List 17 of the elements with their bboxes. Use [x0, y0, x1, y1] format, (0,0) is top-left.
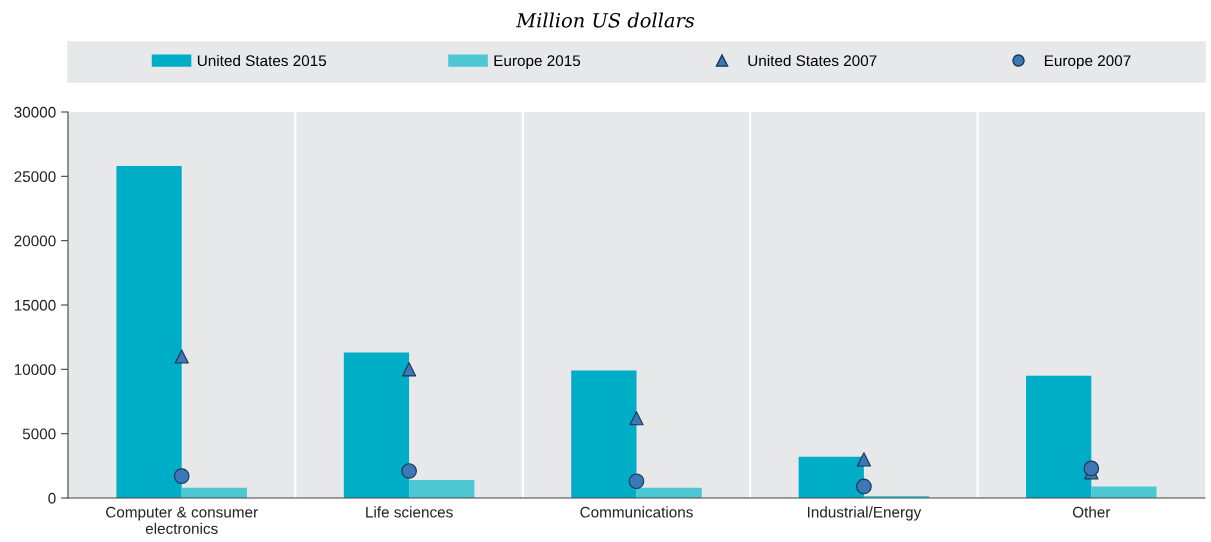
- legend-label: Europe 2015: [494, 55, 581, 70]
- chart-title: Million US dollars: [515, 12, 695, 28]
- y-tick-label: 30000: [14, 106, 56, 118]
- y-tick-label: 10000: [14, 364, 56, 376]
- x-tick-label: Industrial/Energy: [807, 506, 922, 521]
- legend-label: United States 2015: [197, 54, 327, 67]
- legend-label: United States 2007: [748, 54, 877, 67]
- y-tick-label: 25000: [14, 171, 56, 183]
- y-tick-label: 15000: [14, 299, 56, 311]
- x-tick-label: Computer & consumer electronics: [106, 506, 258, 535]
- y-tick-label: 20000: [14, 235, 56, 247]
- x-tick-label: Other: [1072, 506, 1111, 518]
- x-tick-label: Life sciences: [366, 506, 453, 518]
- x-tick-label: Communications: [580, 506, 693, 518]
- y-tick-label: 5000: [22, 428, 56, 440]
- y-tick-label: 0: [48, 492, 56, 504]
- legend-label: Europe 2007: [1044, 55, 1131, 70]
